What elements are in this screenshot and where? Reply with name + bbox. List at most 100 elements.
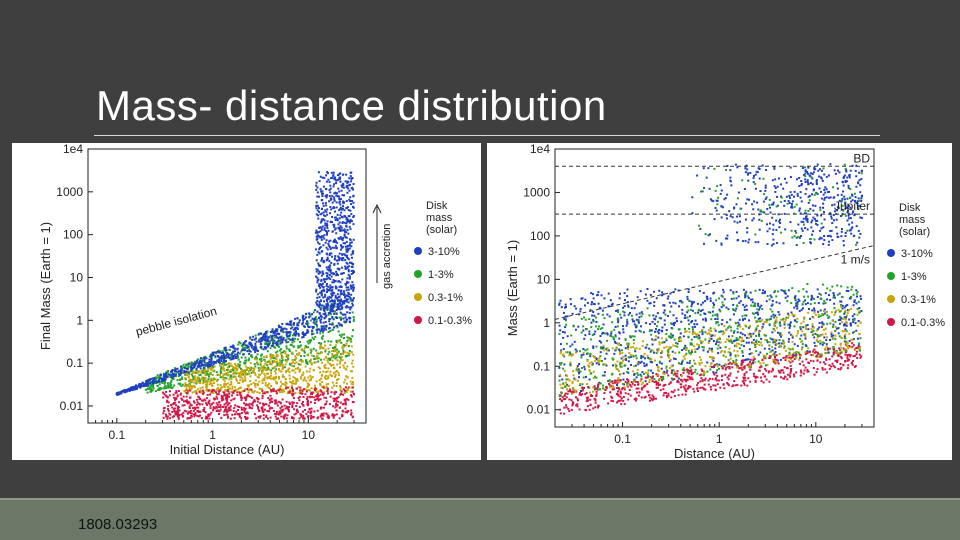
data-point [329, 278, 332, 281]
data-point [275, 380, 278, 383]
data-point [743, 334, 746, 337]
data-point [295, 380, 298, 383]
data-point [345, 185, 348, 188]
data-point [216, 359, 219, 362]
data-point [772, 338, 775, 341]
data-point [191, 372, 194, 375]
data-point [758, 333, 761, 336]
data-point [309, 411, 312, 414]
data-point [331, 374, 334, 377]
y-tick-label: 1 [76, 313, 83, 327]
data-point [743, 308, 746, 311]
data-point [756, 171, 759, 174]
data-point [184, 377, 187, 380]
data-point [225, 393, 228, 396]
data-point [317, 366, 320, 369]
data-point [774, 350, 777, 353]
data-point [324, 321, 327, 324]
data-point [193, 406, 196, 409]
data-point [333, 299, 336, 302]
data-point [275, 360, 278, 363]
data-point [351, 370, 354, 373]
y-tick-label: 1000 [56, 185, 83, 199]
data-point [583, 368, 586, 371]
data-point [351, 205, 354, 208]
data-point [315, 181, 318, 184]
data-point [234, 404, 237, 407]
data-point [298, 399, 301, 402]
data-point [326, 289, 329, 292]
data-point [256, 375, 259, 378]
data-point [179, 392, 182, 395]
data-point [801, 167, 804, 170]
data-point [671, 378, 674, 381]
data-point [280, 409, 283, 412]
data-point [856, 200, 859, 203]
data-point [716, 347, 719, 350]
data-point [259, 415, 262, 418]
data-point [720, 330, 723, 333]
data-point [832, 196, 835, 199]
data-point [281, 339, 284, 342]
data-point [331, 303, 334, 306]
data-point [342, 186, 345, 189]
data-point [208, 383, 211, 386]
data-point [305, 379, 308, 382]
data-point [339, 360, 342, 363]
data-point [191, 366, 194, 369]
data-point [302, 379, 305, 382]
data-point [326, 208, 329, 211]
data-point [351, 200, 354, 203]
data-point [223, 403, 226, 406]
data-point [671, 334, 674, 337]
data-point [331, 349, 334, 352]
data-point [269, 374, 272, 377]
data-point [244, 371, 247, 374]
data-point [274, 341, 277, 344]
data-point [599, 307, 602, 310]
data-point [303, 351, 306, 354]
data-point [230, 355, 233, 358]
data-point [783, 323, 786, 326]
data-point [330, 275, 333, 278]
data-point [246, 384, 249, 387]
data-point [332, 223, 335, 226]
data-point [793, 190, 796, 193]
data-point [238, 363, 241, 366]
data-point [294, 317, 297, 320]
y-tick-label: 0.1 [533, 359, 550, 373]
data-point [335, 381, 338, 384]
data-point [714, 317, 717, 320]
data-point [626, 295, 629, 298]
data-point [654, 330, 657, 333]
data-point [337, 187, 340, 190]
data-point [322, 325, 325, 328]
data-point [716, 318, 719, 321]
data-point [309, 339, 312, 342]
data-point [241, 343, 244, 346]
data-point [210, 379, 213, 382]
data-point [181, 415, 184, 418]
data-point [330, 272, 333, 275]
data-point [285, 341, 288, 344]
data-point [230, 352, 233, 355]
data-point [305, 370, 308, 373]
data-point [336, 219, 339, 222]
data-point [180, 371, 183, 374]
data-point [209, 393, 212, 396]
data-point [680, 363, 683, 366]
data-point [731, 216, 734, 219]
data-point [653, 351, 656, 354]
data-point [246, 344, 249, 347]
data-point [597, 312, 600, 315]
data-point [592, 293, 595, 296]
data-point [342, 346, 345, 349]
data-point [660, 341, 663, 344]
data-point [315, 270, 318, 273]
data-point [152, 385, 155, 388]
data-point [285, 382, 288, 385]
data-point [779, 333, 782, 336]
data-point [813, 302, 816, 305]
data-point [763, 292, 766, 295]
data-point [811, 173, 814, 176]
